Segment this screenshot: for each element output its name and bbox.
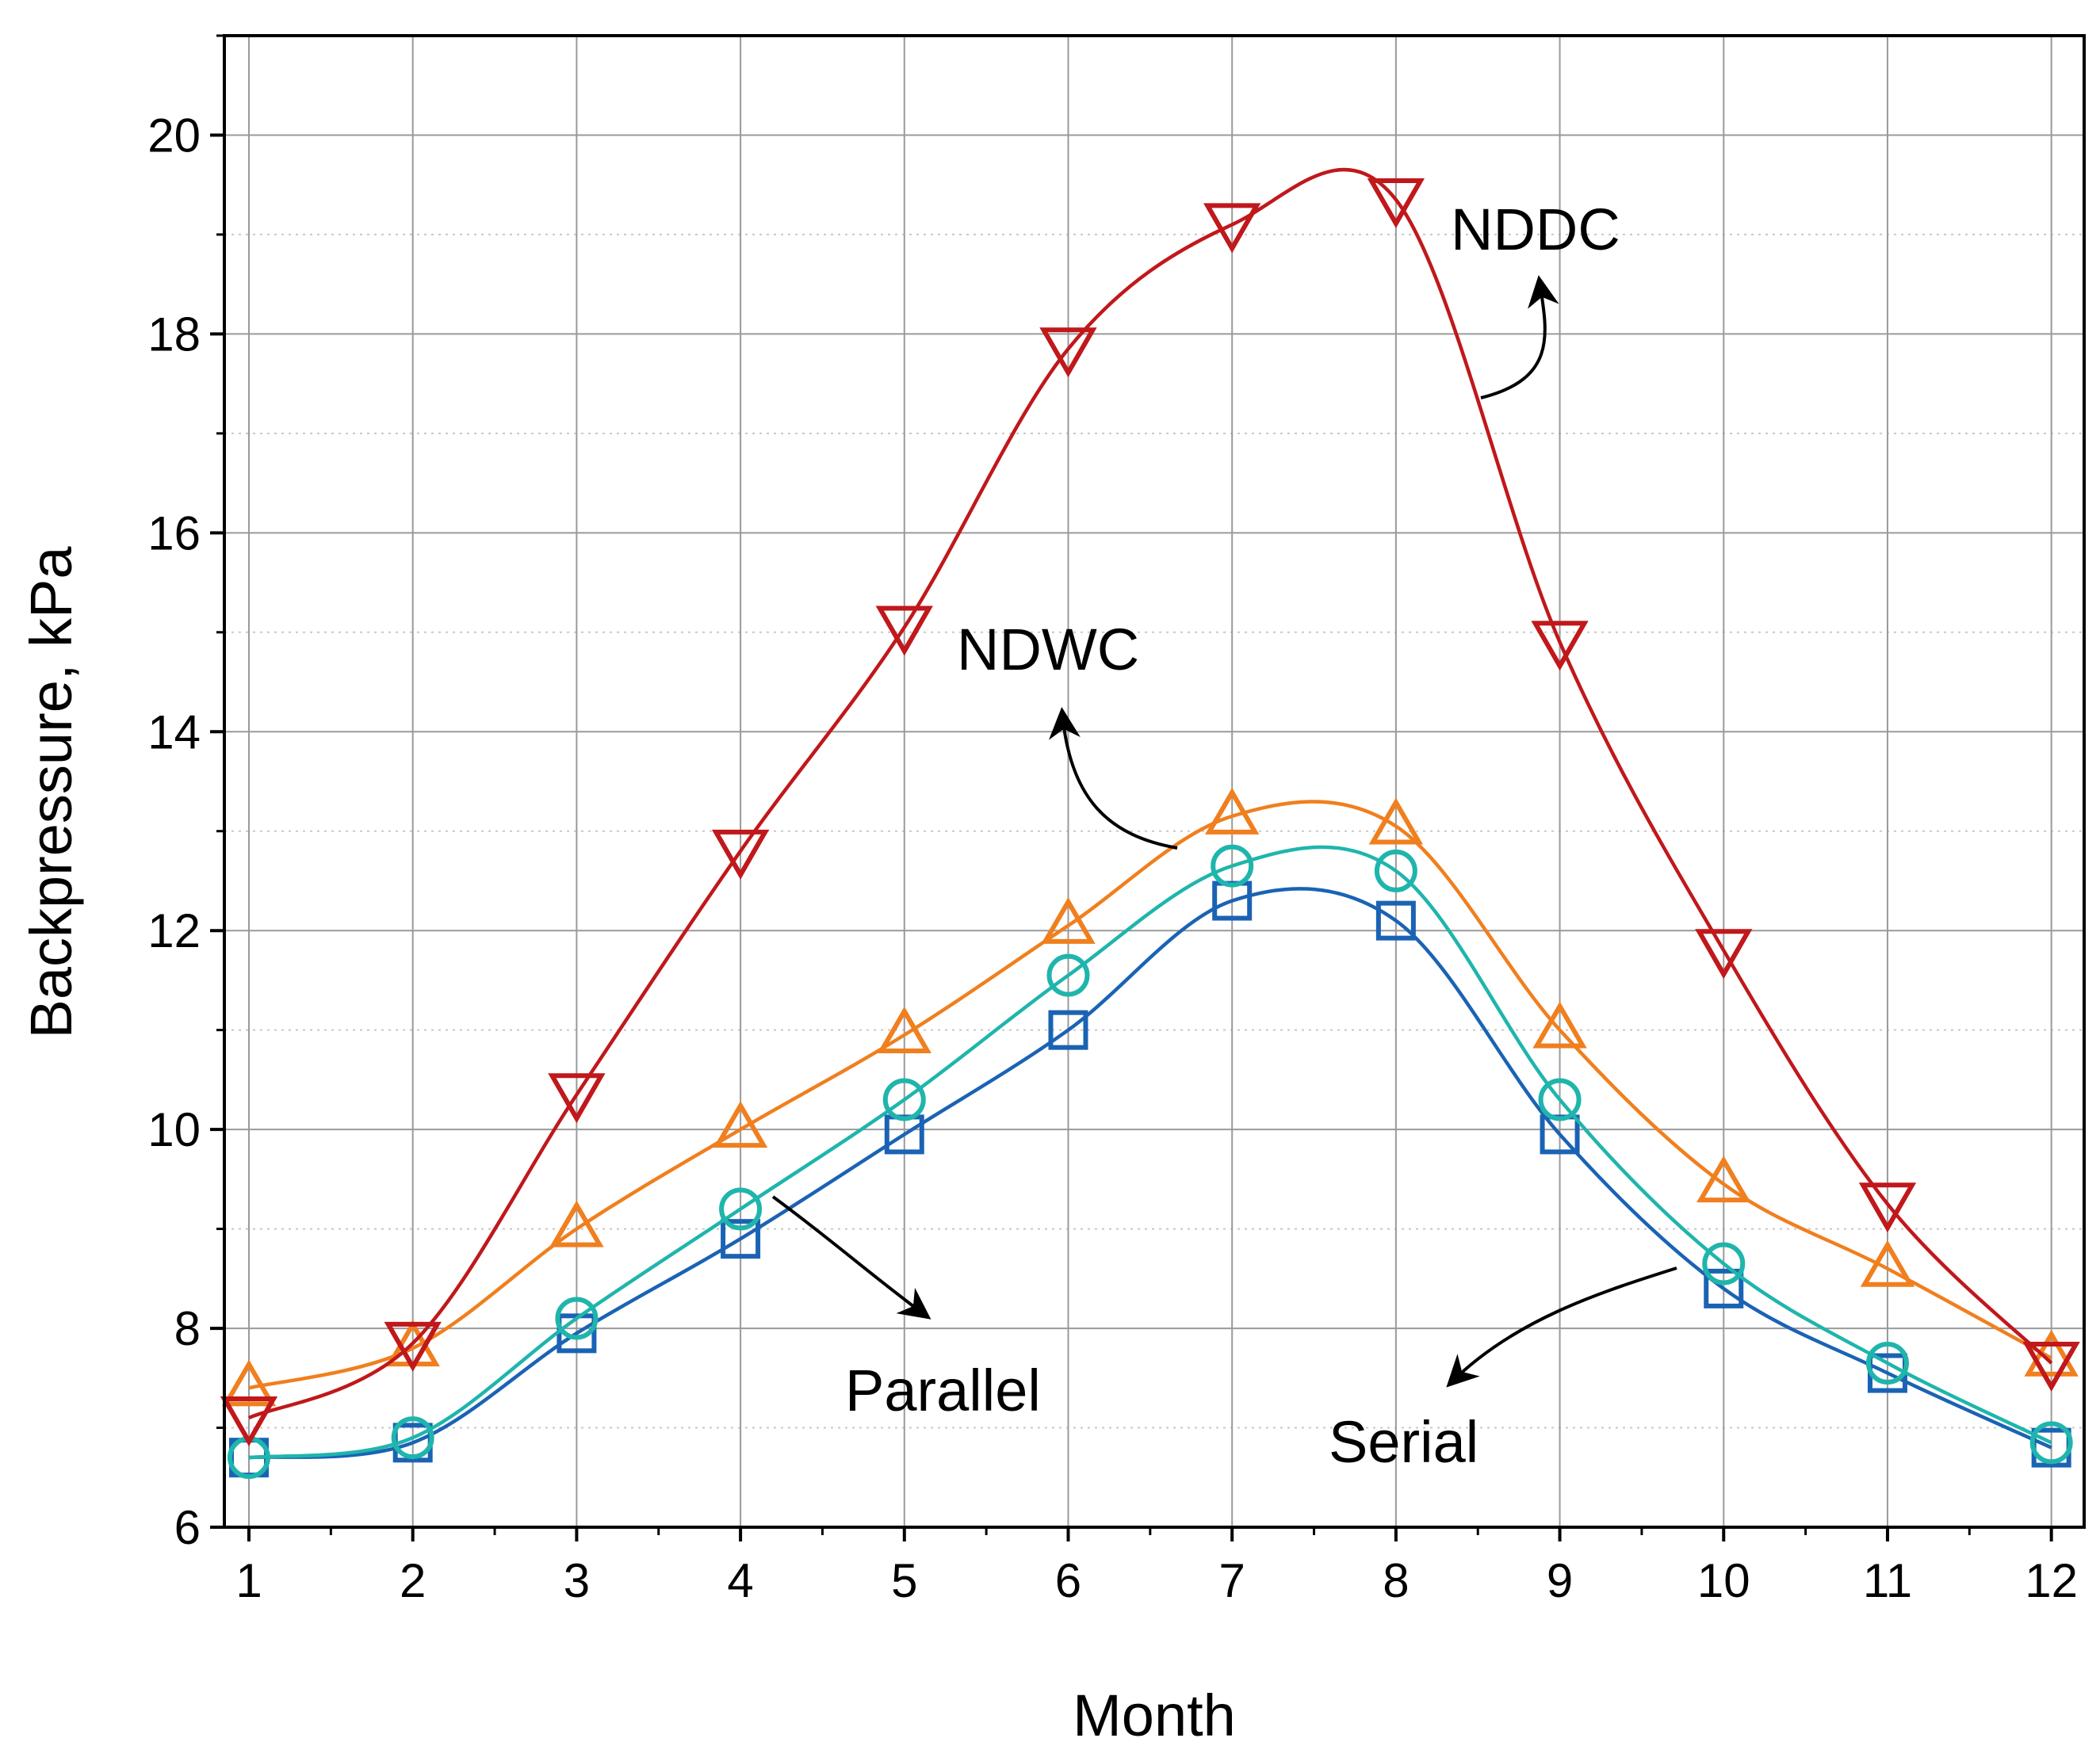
marker-serial: [1704, 1268, 1744, 1308]
y-tick-label: 18: [147, 308, 201, 361]
x-tick-label: 12: [2025, 1554, 2078, 1607]
annotation-ndwc: NDWC: [957, 617, 1139, 682]
marker-ndwc: [1532, 1001, 1587, 1049]
marker-parallel: [1538, 1078, 1582, 1121]
series-ndwc: [221, 787, 2079, 1407]
marker-parallel: [1211, 844, 1254, 888]
x-tick-label: 2: [400, 1554, 426, 1607]
marker-ndwc: [1041, 896, 1096, 944]
x-tick-label: 9: [1547, 1554, 1573, 1607]
annotation-serial: Serial: [1329, 1409, 1478, 1475]
plot-frame: [223, 34, 2086, 1529]
annotation-nddc: NDDC: [1451, 197, 1620, 262]
marker-ndwc: [1368, 797, 1424, 845]
marker-ndwc: [877, 1006, 931, 1053]
y-tick-label: 6: [174, 1501, 201, 1554]
x-tick-label: 8: [1383, 1554, 1409, 1607]
marker-ndwc: [549, 1200, 604, 1247]
series-parallel: [228, 844, 2073, 1480]
y-tick-label: 20: [147, 109, 201, 162]
marker-serial: [721, 1219, 761, 1259]
marker-nddc: [1695, 929, 1753, 980]
marker-nddc: [1367, 178, 1425, 229]
marker-parallel: [1374, 849, 1417, 892]
y-tick-label: 14: [147, 705, 201, 758]
x-tick-label: 10: [1697, 1554, 1750, 1607]
x-tick-label: 1: [235, 1554, 262, 1607]
marker-nddc: [384, 1321, 442, 1372]
marker-parallel: [1865, 1341, 1909, 1385]
marker-ndwc: [1204, 787, 1260, 835]
marker-nddc: [1039, 327, 1097, 378]
marker-nddc: [220, 1396, 278, 1447]
marker-serial: [1375, 900, 1416, 941]
x-tick-label: 11: [1863, 1554, 1912, 1607]
arrow-serial: [1446, 1266, 1677, 1388]
marker-nddc: [875, 605, 933, 656]
marker-nddc: [2022, 1341, 2080, 1392]
marker-nddc: [1203, 203, 1261, 254]
x-tick-label: 5: [891, 1554, 917, 1607]
annotations: NDDC NDWC Parallel Serial: [771, 197, 1677, 1475]
y-tick-label: 16: [147, 506, 201, 560]
y-tick-label: 12: [147, 904, 201, 957]
marker-nddc: [1531, 621, 1589, 671]
marker-ndwc: [1696, 1156, 1751, 1203]
x-tick-label: 4: [727, 1554, 753, 1607]
series-nddc: [220, 167, 2080, 1447]
marker-nddc: [548, 1073, 606, 1124]
x-tick-label: 3: [564, 1554, 590, 1607]
marker-parallel: [391, 1416, 434, 1460]
marker-ndwc: [1860, 1240, 1915, 1287]
line-parallel: [248, 845, 2052, 1460]
marker-parallel: [1702, 1242, 1746, 1285]
marker-nddc: [1858, 1182, 1917, 1233]
x-tick-label: 7: [1218, 1554, 1245, 1607]
marker-parallel: [1046, 953, 1090, 997]
x-axis-title: Month: [1073, 1683, 1236, 1748]
marker-ndwc: [221, 1359, 277, 1407]
arrow-ndwc: [1048, 707, 1178, 850]
x-tick-label: 6: [1055, 1554, 1081, 1607]
marker-parallel: [719, 1187, 763, 1231]
marker-parallel: [555, 1297, 599, 1340]
marker-serial: [1048, 1010, 1088, 1050]
arrow-nddc: [1480, 275, 1559, 399]
line-nddc: [248, 167, 2053, 1420]
arrow-parallel: [771, 1195, 931, 1320]
line-ndwc: [248, 800, 2052, 1390]
marker-nddc: [711, 829, 770, 880]
y-tick-label: 8: [174, 1302, 201, 1355]
y-tick-label: 10: [147, 1103, 201, 1156]
marker-ndwc: [713, 1101, 768, 1148]
y-axis-title: Backpressure, kPa: [18, 546, 84, 1039]
marker-parallel: [882, 1078, 926, 1121]
marker-parallel: [2029, 1421, 2073, 1465]
series-layer: [220, 167, 2080, 1480]
annotation-parallel: Parallel: [845, 1358, 1041, 1423]
